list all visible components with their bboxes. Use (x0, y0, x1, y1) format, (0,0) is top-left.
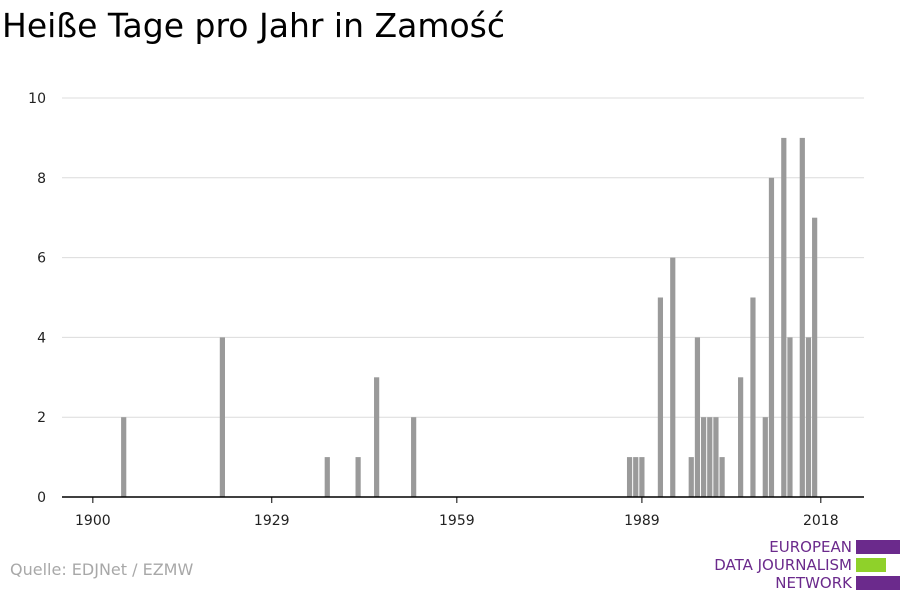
y-tick-label: 6 (37, 251, 46, 267)
bar (411, 417, 417, 497)
logo-line-2: DATA JOURNALISM (714, 556, 852, 574)
y-tick-label: 2 (37, 410, 46, 426)
y-tick-label: 0 (37, 490, 46, 506)
bars (121, 137, 818, 498)
chart-title: Heiße Tage pro Jahr in Zamość (2, 6, 505, 45)
bar (657, 297, 664, 497)
bar (812, 217, 818, 497)
bar (750, 297, 756, 497)
y-tick-label: 4 (37, 330, 46, 346)
bar (799, 137, 805, 497)
x-tick-label: 2018 (803, 513, 839, 529)
bar (787, 337, 793, 497)
bar (762, 417, 768, 497)
bar (670, 257, 676, 497)
logo-bar-2 (856, 558, 900, 572)
bar (719, 457, 725, 497)
bar (324, 457, 330, 497)
bar (219, 337, 225, 497)
y-axis-ticks: 0 2 4 6 8 10 (28, 91, 46, 506)
bar (121, 417, 127, 497)
x-tick-label: 1929 (254, 513, 290, 529)
logo-line-1: EUROPEAN (769, 538, 852, 556)
x-tick-label: 1959 (439, 513, 475, 529)
x-axis: 1900 1929 1959 1989 2018 (62, 496, 864, 529)
logo-bar-2-green (856, 558, 886, 572)
logo-line-3: NETWORK (775, 574, 852, 592)
gridlines (62, 97, 864, 418)
edjnet-logo: EUROPEAN DATA JOURNALISM NETWORK (700, 538, 900, 594)
bar (355, 457, 361, 497)
source-note: Quelle: EDJNet / EZMW (10, 560, 194, 579)
bar (374, 377, 380, 497)
bar (639, 457, 645, 497)
logo-bar-3 (856, 576, 900, 590)
bar (713, 417, 719, 497)
bar (633, 457, 639, 497)
x-tick-label: 1900 (75, 513, 111, 529)
x-tick-label: 1989 (624, 513, 660, 529)
bar (694, 337, 701, 497)
bar (738, 377, 744, 497)
bar (701, 417, 707, 497)
bar (768, 177, 775, 498)
bar (707, 417, 713, 497)
bar (688, 457, 694, 497)
y-tick-label: 8 (37, 171, 46, 187)
bar (805, 337, 812, 497)
bar (626, 457, 633, 497)
bar (781, 137, 787, 497)
logo-bar-1 (856, 540, 900, 554)
y-tick-label: 10 (28, 91, 46, 107)
